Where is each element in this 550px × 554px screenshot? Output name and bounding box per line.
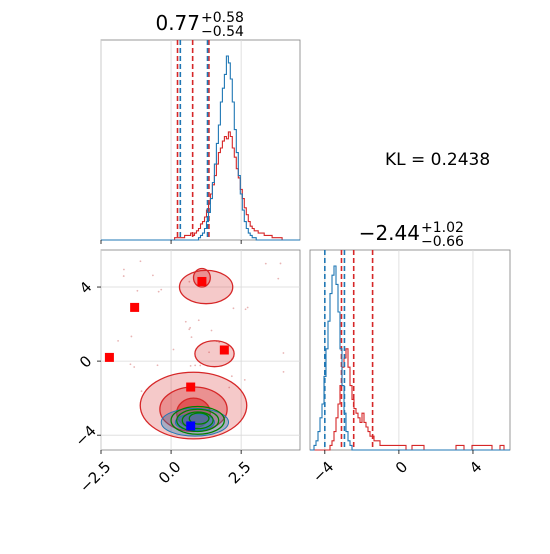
scatter-point — [228, 386, 231, 389]
scatter-point — [197, 319, 200, 322]
x-tick-label: −4 — [309, 458, 337, 486]
red-square-marker — [186, 382, 196, 392]
scatter-point — [190, 336, 193, 339]
scatter-point — [140, 390, 143, 393]
scatter-point — [133, 366, 136, 368]
x-tick-label: 4 — [466, 458, 485, 477]
scatter-point — [244, 308, 247, 311]
red-square-marker — [104, 352, 114, 362]
title-2-plus: +1.02 — [421, 220, 464, 236]
scatter-point — [208, 351, 210, 354]
x-tick-label: 0.0 — [155, 458, 185, 488]
scatter-point — [210, 329, 213, 332]
title-param-2: −2.44 +1.02 −0.66 — [359, 220, 464, 250]
scatter-point — [189, 326, 192, 329]
scatter-point — [151, 274, 154, 277]
x-tick-label: 2.5 — [225, 458, 255, 488]
y-tick-label: 4 — [76, 278, 95, 297]
scatter-point — [189, 364, 192, 367]
marginal-histogram-1 — [100, 40, 300, 244]
y-tick-label: 0 — [76, 352, 95, 371]
panel-top-left — [100, 39, 301, 241]
x-tick-label: 0 — [392, 458, 411, 477]
title-2-minus: −0.66 — [421, 234, 464, 250]
scatter-point — [123, 268, 125, 271]
scatter-point — [172, 348, 175, 351]
scatter-point — [188, 280, 191, 283]
scatter-point — [117, 339, 119, 342]
scatter-point — [230, 375, 233, 378]
histogram-step-red — [310, 348, 510, 451]
x-tick-label: −2.5 — [76, 458, 114, 496]
scatter-point — [136, 289, 139, 292]
title-1-plus: +0.58 — [201, 10, 244, 26]
histogram-step-blue — [310, 265, 510, 451]
green-contour — [170, 405, 225, 435]
scatter-point — [129, 363, 132, 366]
title-1-minus: −0.54 — [201, 24, 244, 40]
panel-bottom-right — [309, 249, 511, 451]
scatter-point — [277, 277, 280, 280]
scatter-point — [279, 262, 282, 265]
scatter-point — [184, 320, 187, 323]
red-square-marker — [130, 302, 140, 312]
scatter-point — [194, 364, 197, 367]
histogram-step-red — [101, 131, 300, 241]
scatter-point — [139, 260, 142, 263]
green-contour — [188, 412, 210, 425]
green-contour — [176, 408, 220, 433]
scatter-point — [160, 288, 163, 291]
scatter-point — [243, 378, 246, 381]
histogram-step-blue — [101, 55, 300, 241]
scatter-point — [156, 364, 159, 367]
scatter-point — [264, 262, 267, 265]
scatter-point — [188, 328, 191, 331]
green-contour — [181, 411, 214, 430]
title-1-base: 0.77 — [155, 11, 200, 35]
scatter-point — [246, 306, 249, 309]
red-square-marker — [197, 276, 207, 286]
blue-square-marker — [186, 421, 196, 431]
scatter-point — [282, 370, 285, 373]
scatter-point — [232, 307, 235, 310]
scatter-point — [157, 290, 160, 293]
scatter-point — [218, 341, 221, 344]
red-square-marker — [219, 345, 229, 355]
scatter-point — [282, 352, 285, 354]
title-param-1: 0.77 +0.58 −0.54 — [155, 10, 244, 40]
scatter-point — [130, 335, 133, 338]
scatter-point — [122, 275, 125, 277]
joint-contour-panel: −2.5 0.0 2.5 −4 0 4 — [72, 250, 300, 496]
marginal-histogram-2: −4 0 4 — [309, 250, 510, 486]
scatter-point — [199, 364, 202, 367]
title-2-base: −2.44 — [359, 221, 420, 245]
y-tick-label: −4 — [72, 422, 100, 450]
kl-annotation: KL = 0.2438 — [385, 150, 490, 170]
